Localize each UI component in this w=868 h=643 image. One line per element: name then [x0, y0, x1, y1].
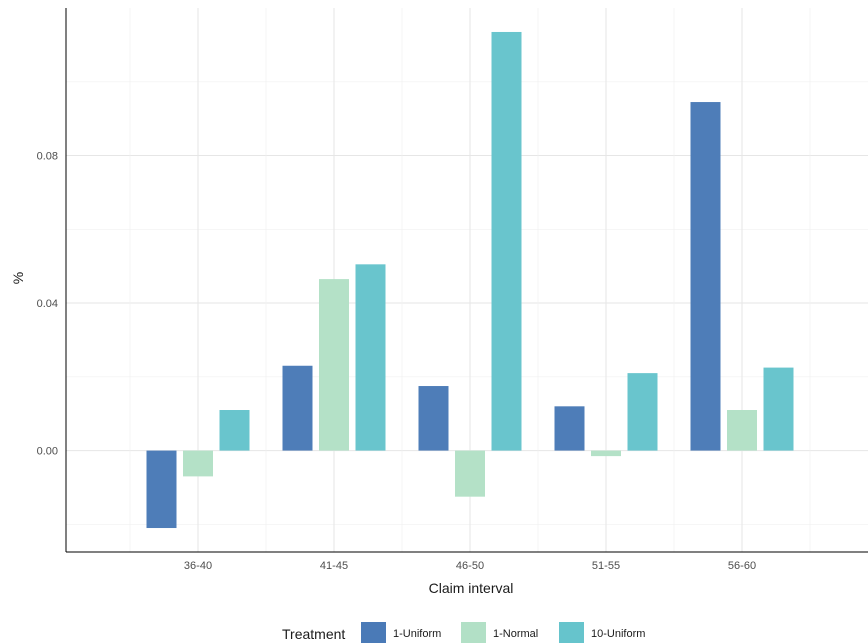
y-axis-title: %: [10, 272, 26, 284]
bar-1-normal-51-55: [591, 450, 621, 457]
y-tick-label: 0.00: [37, 446, 58, 458]
bar-1-uniform-41-45: [282, 365, 313, 451]
x-tick-label: 51-55: [592, 560, 620, 572]
bar-1-normal-36-40: [183, 450, 213, 477]
bar-1-uniform-36-40: [146, 450, 177, 529]
tick-labels: 0.00 0.04 0.08 36-40 41-45 46-50 51-55 56-60: [37, 151, 756, 572]
bar-1-normal-56-60: [727, 410, 757, 451]
bar-1-normal-41-45: [319, 279, 349, 451]
legend-swatch-10-uniform: [559, 622, 584, 643]
x-axis-title: Claim interval: [429, 580, 514, 596]
bar-1-uniform-51-55: [554, 406, 585, 451]
y-tick-label: 0.04: [37, 298, 58, 310]
bar-10-uniform-41-45: [355, 264, 386, 451]
bar-1-uniform-56-60: [690, 102, 721, 451]
x-tick-label: 56-60: [728, 560, 756, 572]
axes: [65, 8, 868, 553]
x-tick-label: 36-40: [184, 560, 212, 572]
bar-10-uniform-46-50: [491, 31, 522, 451]
legend-label-10-uniform: 10-Uniform: [591, 628, 645, 640]
bars: [146, 31, 794, 529]
x-tick-label: 46-50: [456, 560, 484, 572]
bar-10-uniform-51-55: [627, 373, 658, 451]
legend-label-1-uniform: 1-Uniform: [393, 628, 441, 640]
legend-swatch-1-normal: [461, 622, 486, 643]
legend-swatch-1-uniform: [361, 622, 386, 643]
legend-title: Treatment: [282, 626, 345, 642]
x-tick-label: 41-45: [320, 560, 348, 572]
legend: Treatment 1-Uniform 1-Normal 10-Uniform: [282, 622, 645, 643]
bar-1-normal-46-50: [455, 450, 485, 497]
bar-1-uniform-46-50: [418, 386, 449, 451]
bar-10-uniform-36-40: [219, 410, 250, 451]
y-tick-label: 0.08: [37, 151, 58, 163]
bar-10-uniform-56-60: [763, 367, 794, 451]
legend-label-1-normal: 1-Normal: [493, 628, 538, 640]
